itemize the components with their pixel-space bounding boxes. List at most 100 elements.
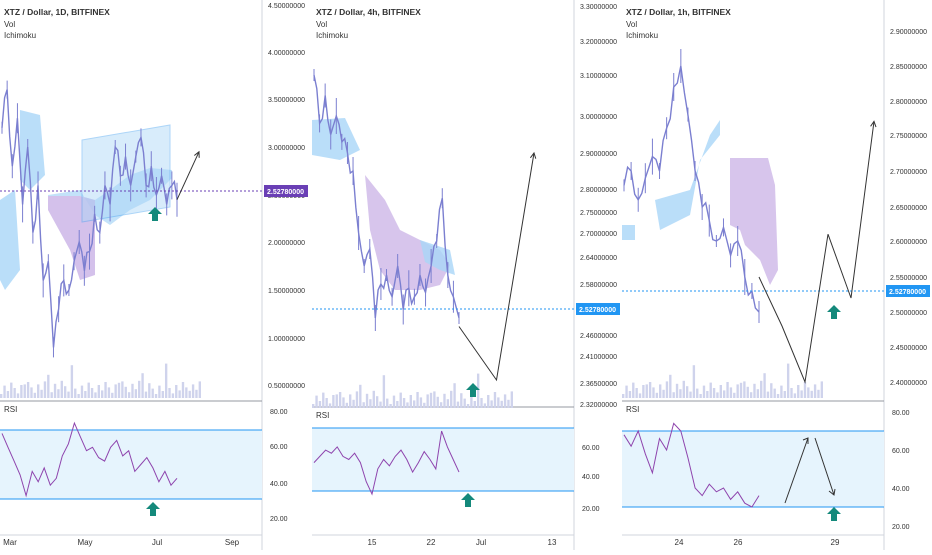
y-tick-label: 2.50000000 (890, 310, 927, 317)
volume-bar (763, 373, 766, 398)
volume-bar (74, 388, 77, 398)
volume-bar (379, 401, 382, 408)
indicator-label: Vol (626, 20, 637, 29)
volume-bar (164, 363, 168, 398)
rsi-projection-arrow (784, 437, 836, 504)
volume-bar (729, 387, 733, 398)
volume-bar (141, 373, 144, 398)
volume-bar (669, 374, 672, 398)
volume-bar (456, 401, 460, 408)
volume-bar (312, 404, 315, 408)
y-tick-label: 2.70000000 (890, 169, 927, 176)
volume-bar (756, 389, 760, 398)
volume-bar (443, 393, 446, 408)
volume-bar (743, 381, 746, 398)
volume-bar (355, 391, 359, 408)
volume-bar (16, 393, 20, 398)
volume-bar (439, 402, 443, 408)
volume-bar (33, 392, 37, 398)
volume-bar (399, 392, 402, 408)
rsi-line (623, 422, 760, 508)
volume-bar (433, 391, 436, 408)
y-tick-label: 2.45000000 (890, 345, 927, 352)
volume-bars (622, 363, 823, 398)
current-price-label: 2.52780000 (267, 189, 304, 196)
current-price-badge (576, 303, 620, 315)
volume-bar (338, 392, 342, 408)
volume-bar (419, 397, 423, 408)
projection-arrow-line (758, 121, 875, 384)
volume-bar (426, 394, 429, 408)
candle-wicks (623, 49, 760, 323)
volume-bar (0, 394, 3, 398)
cloud-bull-region (20, 110, 45, 190)
projection-arrowhead (870, 120, 877, 128)
volume-bar (322, 392, 325, 408)
volume-bar (20, 385, 23, 398)
y-tick-label: 3.10000000 (580, 73, 617, 80)
volume-bar (40, 389, 43, 398)
y-tick-label: 3.20000000 (580, 39, 617, 46)
volume-bar (409, 395, 412, 408)
ichimoku-cloud (312, 118, 455, 290)
price-line (623, 65, 760, 313)
volume-bar (642, 385, 645, 398)
y-tick-label: 2.75000000 (580, 210, 617, 217)
volume-bar (325, 398, 328, 408)
volume-bar (382, 375, 386, 408)
x-tick-label: Mar (3, 538, 17, 547)
cloud-bear-region (730, 158, 778, 285)
ichimoku-cloud (622, 120, 778, 285)
volume-bar (107, 387, 111, 398)
volume-bar (497, 397, 500, 408)
volume-bar (332, 395, 335, 408)
volume-bar (315, 395, 318, 408)
y-tick-label: 3.30000000 (580, 4, 617, 11)
y-tick-label: 2.41000000 (580, 354, 617, 361)
x-tick-label: 22 (427, 538, 436, 547)
volume-bar (77, 394, 80, 398)
volume-bar (746, 386, 749, 398)
volume-bar (766, 391, 770, 398)
volume-bar (345, 402, 349, 408)
volume-bar (733, 392, 736, 398)
volume-bar (154, 394, 158, 398)
volume-bar (359, 384, 362, 408)
volume-bar (416, 392, 419, 408)
chart-title: XTZ / Dollar, 4h, BITFINEX (316, 7, 421, 17)
x-tick-label: 15 (368, 538, 377, 547)
rsi-tick-label: 40.00 (892, 486, 910, 493)
volume-bar (188, 390, 191, 398)
volume-bar (702, 385, 706, 398)
projection-path (176, 150, 200, 200)
volume-bar (386, 398, 389, 408)
rsi-label: RSI (316, 411, 329, 420)
current-price-label: 2.52780000 (579, 307, 616, 314)
volume-bar (171, 393, 175, 398)
projection-arrow-line (458, 152, 535, 382)
y-tick-label: 2.70000000 (580, 231, 617, 238)
volume-bar (662, 389, 665, 398)
volume-bar (487, 395, 490, 408)
rsi-tick-label: 80.00 (892, 410, 910, 417)
rsi-label: RSI (626, 405, 639, 414)
volume-bar (90, 388, 94, 398)
volume-bar (659, 384, 662, 398)
volume-bar (753, 383, 756, 398)
rsi-label: RSI (4, 405, 17, 414)
volume-bar (790, 388, 793, 398)
volume-bar (813, 384, 817, 398)
volume-bar (483, 403, 487, 408)
rsi-tick-label: 80.00 (270, 409, 288, 416)
volume-bar (773, 388, 776, 398)
volume-bar (195, 389, 198, 398)
y-tick-label: 2.85000000 (890, 64, 927, 71)
volume-bar (696, 388, 699, 398)
volume-bar (719, 385, 722, 398)
volume-bar (80, 385, 84, 398)
volume-bar (682, 380, 685, 398)
projection-arrowhead (530, 151, 537, 159)
rsi-band (0, 430, 262, 499)
volume-bar (689, 391, 692, 398)
